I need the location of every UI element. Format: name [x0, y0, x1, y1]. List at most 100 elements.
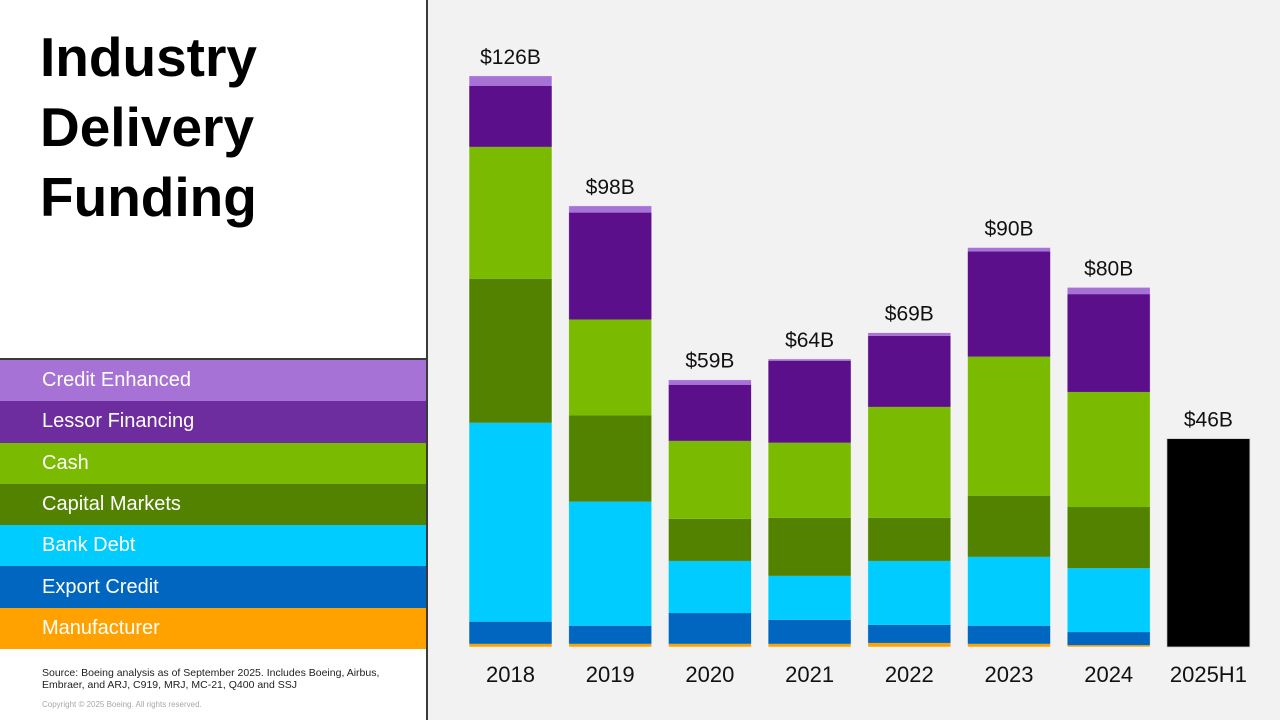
bar-group-2019 — [568, 205, 653, 648]
bar-segment-capital-markets-2019 — [568, 415, 652, 502]
bar-segment-bank-debt-2018 — [469, 422, 552, 622]
total-label-2022: $69B — [885, 303, 934, 326]
chart-legend: Credit Enhanced Lessor Financing Cash Ca… — [0, 358, 426, 650]
legend-item-capital-markets: Capital Markets — [0, 483, 426, 526]
legend-item-credit-enhanced: Credit Enhanced — [0, 360, 426, 402]
left-panel: Industry Delivery Funding Credit Enhance… — [0, 0, 426, 720]
bar-segment-export-credit-2023 — [967, 625, 1051, 644]
bar-group-2021 — [767, 358, 852, 648]
bar-segment-export-credit-2019 — [568, 625, 652, 644]
bar-group-2025h1 — [1166, 438, 1251, 648]
bar-segment-credit-enhanced-2024 — [1067, 287, 1151, 295]
x-tick-label-2018: 2018 — [486, 662, 535, 687]
legend-label: Capital Markets — [42, 493, 181, 516]
x-tick-label-2025h1: 2025H1 — [1170, 662, 1247, 687]
title-line-2: Delivery — [40, 96, 255, 158]
bar-outline-2023 — [967, 247, 1051, 648]
legend-item-bank-debt: Bank Debt — [0, 525, 426, 567]
bar-segment-lessor-financing-2023 — [967, 251, 1051, 357]
bar-segment-credit-enhanced-2021 — [768, 358, 852, 361]
bar-segment-export-credit-2021 — [768, 619, 852, 644]
legend-label: Bank Debt — [42, 534, 136, 557]
bar-segment-lessor-financing-2019 — [568, 212, 652, 320]
bar-outline-2019 — [568, 205, 653, 648]
bar-segment-cash-2020 — [668, 440, 752, 519]
total-label-2021: $64B — [785, 329, 834, 352]
source-note: Source: Boeing analysis as of September … — [42, 667, 380, 691]
bar-group-2020 — [667, 379, 752, 648]
legend-label: Credit Enhanced — [42, 369, 191, 392]
bar-segment-capital-markets-2022 — [867, 517, 951, 561]
bar-segment-lessor-financing-2018 — [469, 85, 552, 147]
copyright-note: Copyright © 2025 Boeing. All rights rese… — [42, 700, 202, 709]
bar-segment-manufacturer-2020 — [668, 643, 752, 647]
x-tick-label-2023: 2023 — [985, 662, 1034, 687]
total-label-2020: $59B — [685, 350, 734, 373]
panel-divider — [426, 0, 428, 720]
title-line-1: Industry — [40, 26, 257, 88]
legend-item-lessor-financing: Lessor Financing — [0, 401, 426, 443]
bar-segment-credit-enhanced-2020 — [668, 379, 752, 385]
bar-segment-cash-2022 — [867, 406, 951, 518]
legend-label: Manufacturer — [42, 616, 160, 639]
x-tick-label-2019: 2019 — [586, 662, 635, 687]
bar-segment-bank-debt-2020 — [668, 560, 752, 614]
total-label-2018: $126B — [480, 46, 541, 69]
bar-outline-2020 — [667, 379, 752, 648]
total-label-2025h1: $46B — [1184, 409, 1233, 432]
legend-label: Lessor Financing — [42, 410, 195, 433]
bar-outline-2021 — [767, 358, 852, 648]
bar-segment-bank-debt-2024 — [1067, 568, 1151, 633]
bar-outline-2024 — [1066, 286, 1151, 648]
stacked-bar-chart: $126B 2018 $98B 2019 $59B 2020 $64B 2021 $69B 202… — [468, 46, 1251, 687]
x-tick-label-2021: 2021 — [785, 662, 834, 687]
bar-segment-cash-2018 — [469, 146, 552, 279]
bar-group-2023 — [967, 247, 1051, 648]
bar-segment-credit-enhanced-2023 — [967, 247, 1051, 252]
bar-outline-2022 — [867, 332, 952, 648]
bar-segment-cash-2019 — [568, 319, 652, 416]
bar-segment-manufacturer-2021 — [768, 643, 852, 647]
bar-segment-credit-enhanced-2018 — [469, 75, 552, 86]
legend-label: Export Credit — [42, 575, 159, 598]
bar-segment-lessor-financing-2020 — [668, 384, 752, 441]
bar-segment-lessor-financing-2022 — [867, 335, 951, 407]
bar-segment-manufacturer-2019 — [568, 643, 652, 647]
total-label-2019: $98B — [586, 176, 635, 199]
x-tick-label-2020: 2020 — [685, 662, 734, 687]
bar-segment-bank-debt-2021 — [768, 575, 852, 620]
total-label-2024: $80B — [1084, 257, 1133, 280]
bar-segment-manufacturer-2018 — [469, 643, 552, 647]
bar-segment-bank-debt-2019 — [568, 501, 652, 626]
bar-group-2024 — [1066, 286, 1151, 648]
bar-segment-cash-2024 — [1067, 391, 1151, 508]
bar-segment-export-credit-2020 — [668, 613, 752, 644]
bar-segment-capital-markets-2018 — [469, 278, 552, 423]
bar-segment-capital-markets-2023 — [967, 495, 1051, 557]
bar-segment-lessor-financing-2024 — [1067, 294, 1151, 392]
bar-segment-cash-2021 — [768, 442, 852, 518]
bar-segment-bank-debt-2023 — [967, 556, 1051, 626]
bar-group-2018 — [468, 75, 553, 648]
bar-segment-export-credit-2024 — [1067, 632, 1151, 646]
bar-segment-credit-enhanced-2022 — [867, 332, 951, 336]
bar-segment-manufacturer-2022 — [867, 642, 951, 647]
page-title: Industry Delivery Funding — [40, 22, 257, 232]
bar-segment-credit-enhanced-2019 — [568, 205, 652, 213]
bar-segment-capital-markets-2021 — [768, 517, 852, 576]
bar-segment-lessor-financing-2021 — [768, 360, 852, 443]
bar-segment-cash-2023 — [967, 356, 1051, 496]
bar-outline-2018 — [468, 75, 553, 648]
bar-segment-manufacturer-2023 — [967, 643, 1051, 647]
bar-segment-manufacturer-2024 — [1067, 645, 1151, 647]
bar-segment-capital-markets-2020 — [668, 518, 752, 561]
x-tick-label-2022: 2022 — [885, 662, 934, 687]
bar-segment-export-credit-2018 — [469, 621, 552, 644]
bar-segment-export-credit-2022 — [867, 624, 951, 643]
bar-segment-total-2025h1 — [1166, 438, 1251, 648]
legend-item-export-credit: Export Credit — [0, 566, 426, 608]
x-tick-label-2024: 2024 — [1084, 662, 1133, 687]
bar-segment-capital-markets-2024 — [1067, 507, 1151, 569]
legend-item-manufacturer: Manufacturer — [0, 607, 426, 650]
bar-segment-bank-debt-2022 — [867, 560, 951, 625]
